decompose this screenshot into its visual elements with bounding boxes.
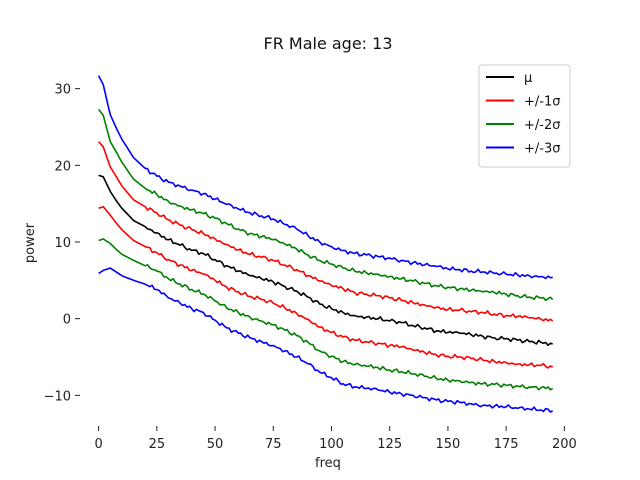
series-line (98, 174, 553, 346)
series-line (98, 238, 554, 391)
legend: μ +/-1σ +/-2σ +/-3σ (478, 64, 571, 168)
x-axis-label: freq (315, 456, 341, 471)
y-tick-label: −10 (44, 389, 71, 404)
y-tick-label: 30 (54, 83, 71, 98)
legend-label: +/-1σ (524, 95, 560, 110)
x-tick-label: 175 (494, 437, 519, 452)
x-axis: 0 25 50 75 100 125 150 175 200 (94, 426, 577, 452)
y-axis-label: power (23, 222, 38, 263)
y-tick-label: 20 (54, 159, 71, 174)
y-axis: −10 0 10 20 30 (44, 83, 80, 404)
series-line (98, 267, 554, 413)
legend-label: +/-3σ (524, 142, 560, 157)
x-tick-label: 200 (552, 437, 577, 452)
x-tick-label: 75 (265, 437, 282, 452)
x-tick-label: 0 (94, 437, 102, 452)
series-line (98, 141, 554, 322)
legend-box (478, 64, 571, 168)
x-tick-label: 125 (377, 437, 402, 452)
x-tick-label: 100 (319, 437, 344, 452)
y-tick-label: 0 (63, 313, 71, 328)
legend-label: +/-2σ (524, 118, 560, 133)
legend-label: μ (524, 71, 532, 86)
series-line (97, 75, 553, 280)
x-tick-label: 25 (149, 437, 166, 452)
series-line (98, 205, 554, 369)
x-tick-label: 150 (436, 437, 461, 452)
series-group (97, 75, 554, 413)
y-tick-label: 10 (54, 236, 71, 251)
series-line (97, 108, 554, 302)
chart-title: FR Male age: 13 (263, 34, 392, 53)
x-tick-label: 50 (207, 437, 224, 452)
